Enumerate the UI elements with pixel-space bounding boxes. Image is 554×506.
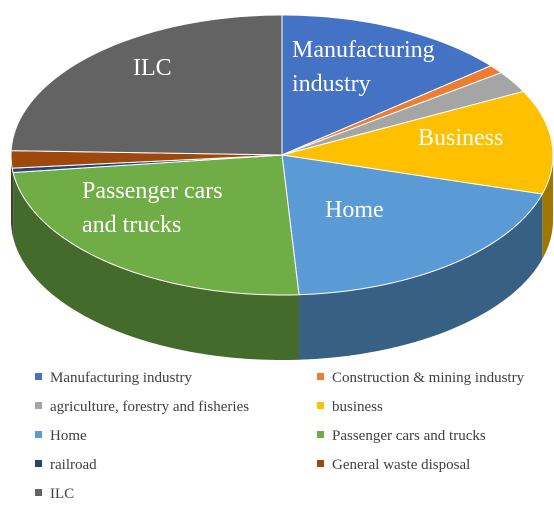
slice-side: [13, 172, 300, 360]
slice: [281, 154, 544, 296]
legend-label: ILC: [50, 486, 75, 502]
slice-side: [11, 155, 13, 234]
legend-label: General waste disposal: [332, 457, 471, 473]
legend-swatch: [317, 402, 324, 409]
legend-label: agriculture, forestry and fisheries: [50, 399, 250, 415]
legend-swatch: [317, 373, 324, 380]
legend-swatch: [317, 460, 324, 467]
legend-item: Manufacturing industry: [35, 370, 192, 387]
slice: [281, 90, 554, 195]
legend-swatch: [35, 431, 42, 438]
slice-side: [12, 168, 14, 238]
legend-swatch: [35, 489, 42, 496]
slice: [12, 154, 300, 296]
legend-label: Manufacturing industry: [50, 370, 193, 386]
data-label: Passenger cars and trucks: [82, 178, 223, 238]
slice: [10, 150, 283, 169]
legend-label: business: [332, 399, 383, 415]
slice: [281, 72, 525, 156]
data-label: Manufacturing industry: [292, 37, 435, 97]
legend-label: Construction & mining industry: [332, 370, 525, 386]
legend-item: General waste disposal: [317, 457, 470, 474]
legend-item: Home: [35, 428, 87, 445]
legend-label: Passenger cars and trucks: [332, 428, 486, 444]
slice-side: [542, 155, 553, 260]
slice: [10, 14, 283, 156]
legend-swatch: [35, 460, 42, 467]
legend-item: ILC: [35, 486, 74, 503]
legend-swatch: [317, 431, 324, 438]
legend-item: Passenger cars and trucks: [317, 428, 486, 445]
legend-item: business: [317, 399, 383, 416]
legend-item: railroad: [35, 457, 97, 474]
data-label: Business: [418, 125, 504, 151]
legend-item: Construction & mining industry: [317, 370, 524, 387]
legend-swatch: [35, 373, 42, 380]
data-label: Home: [325, 197, 384, 223]
legend-label: railroad: [50, 457, 97, 473]
legend-item: agriculture, forestry and fisheries: [35, 399, 249, 416]
legend-swatch: [35, 402, 42, 409]
data-label: ILC: [133, 55, 172, 81]
legend-label: Home: [50, 428, 87, 444]
slice: [281, 14, 492, 156]
slice-side: [299, 194, 543, 360]
